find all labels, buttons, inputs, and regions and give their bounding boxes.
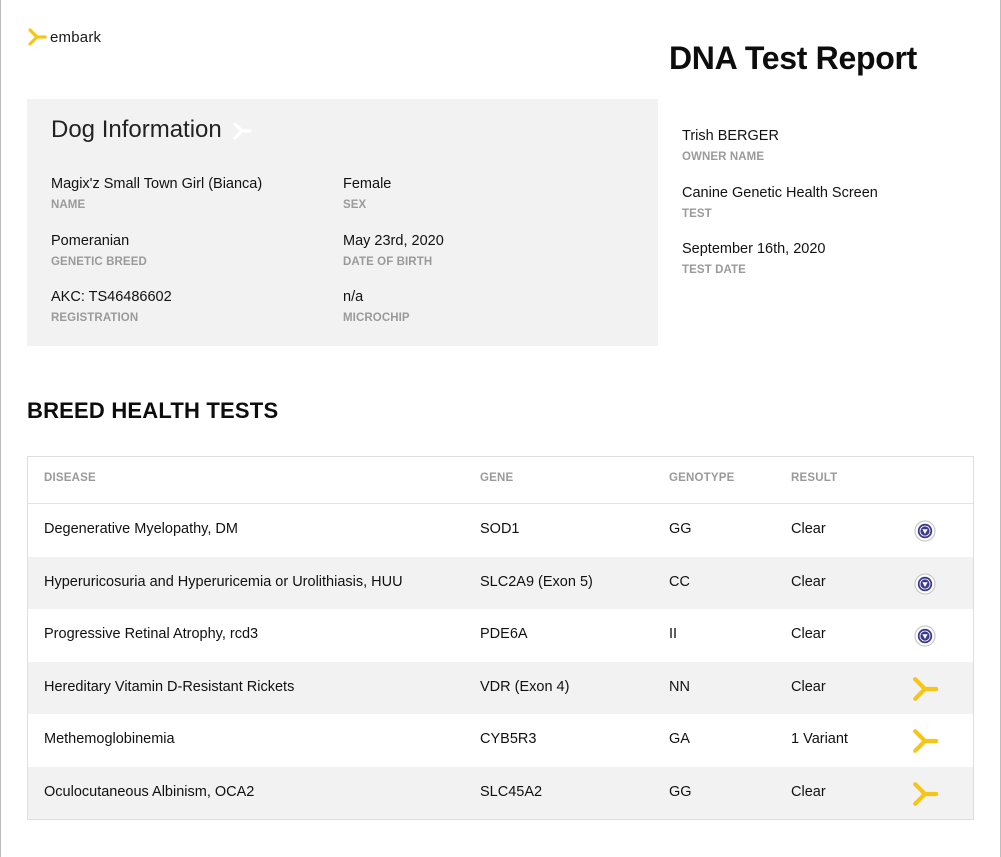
- embark-mark-icon: [28, 28, 47, 46]
- genotype-cell: GA: [669, 731, 690, 747]
- dog-sex-field: Female SEX: [343, 176, 391, 211]
- dog-registration-value: AKC: TS46486602: [51, 289, 172, 305]
- embark-wordmark: embark: [50, 28, 102, 46]
- owner-name-value: Trish BERGER: [682, 128, 779, 144]
- test-date-field: September 16th, 2020 TEST DATE: [682, 241, 826, 276]
- genotype-cell: GG: [669, 521, 692, 537]
- dog-registration-label: REGISTRATION: [51, 312, 139, 324]
- gene-cell: CYB5R3: [480, 731, 537, 747]
- dog-microchip-field: n/a MICROCHIP: [343, 289, 410, 324]
- gene-cell: PDE6A: [480, 626, 528, 642]
- dog-sex-label: SEX: [343, 199, 367, 211]
- gene-cell: VDR (Exon 4): [480, 678, 570, 695]
- result-cell: Clear: [791, 783, 826, 800]
- test-name-value: Canine Genetic Health Screen: [682, 185, 878, 201]
- owner-name-field: Trish BERGER OWNER NAME: [682, 128, 779, 163]
- genotype-cell: II: [669, 626, 678, 642]
- dog-information-title: Dog Information: [51, 116, 222, 143]
- dog-dob-field: May 23rd, 2020 DATE OF BIRTH: [343, 233, 444, 268]
- result-cell: Clear: [791, 573, 826, 590]
- dog-microchip-label: MICROCHIP: [343, 312, 410, 324]
- breed-health-tests-table: DISEASE GENE GENOTYPE RESULT Degenerativ…: [27, 456, 974, 820]
- dog-sex-value: Female: [343, 176, 392, 192]
- result-cell: Clear: [791, 678, 826, 695]
- result-column-header: RESULT: [791, 472, 838, 484]
- result-cell: Clear: [791, 626, 826, 642]
- genotype-cell: GG: [669, 783, 692, 800]
- result-cell: 1 Variant: [791, 731, 848, 747]
- gene-cell: SOD1: [480, 521, 520, 537]
- gene-cell: SLC45A2: [480, 783, 543, 800]
- embark-logo-icon: [910, 779, 940, 809]
- ofa-seal-icon: [910, 621, 940, 651]
- embark-logo-icon: [910, 674, 940, 704]
- gene-column-header: GENE: [480, 472, 514, 484]
- table-row: Hereditary Vitamin D-Resistant Rickets V…: [28, 661, 973, 714]
- result-cell: Clear: [791, 521, 826, 537]
- dog-name-value: Magix'z Small Town Girl (Bianca): [51, 176, 263, 192]
- embark-logo: embark: [27, 27, 101, 47]
- owner-name-label: OWNER NAME: [682, 151, 765, 163]
- table-row: Progressive Retinal Atrophy, rcd3 PDE6A …: [28, 609, 973, 662]
- table-row: Hyperuricosuria and Hyperuricemia or Uro…: [28, 556, 973, 609]
- breed-health-tests-title: BREED HEALTH TESTS: [27, 398, 279, 423]
- disease-cell: Methemoglobinemia: [44, 731, 175, 747]
- disease-column-header: DISEASE: [44, 472, 96, 484]
- ofa-seal-icon: [910, 569, 940, 599]
- test-name-field: Canine Genetic Health Screen TEST: [682, 185, 878, 220]
- disease-cell: Progressive Retinal Atrophy, rcd3: [44, 626, 259, 642]
- dog-breed-field: Pomeranian GENETIC BREED: [51, 233, 147, 268]
- genotype-cell: CC: [669, 573, 690, 590]
- dog-breed-value: Pomeranian: [51, 233, 130, 249]
- disease-cell: Degenerative Myelopathy, DM: [44, 521, 238, 537]
- disease-cell: Hereditary Vitamin D-Resistant Rickets: [44, 678, 295, 695]
- gene-cell: SLC2A9 (Exon 5): [480, 573, 593, 590]
- genotype-cell: NN: [669, 678, 690, 695]
- table-header-row: DISEASE GENE GENOTYPE RESULT: [28, 457, 973, 504]
- test-date-value: September 16th, 2020: [682, 241, 826, 257]
- ofa-seal-icon: [910, 516, 940, 546]
- test-date-label: TEST DATE: [682, 264, 746, 276]
- dog-name-field: Magix'z Small Town Girl (Bianca) NAME: [51, 176, 262, 211]
- dog-information-panel: Dog Information Magix'z Small Town Girl …: [27, 99, 658, 346]
- dog-breed-label: GENETIC BREED: [51, 256, 147, 268]
- dog-registration-field: AKC: TS46486602 REGISTRATION: [51, 289, 172, 324]
- dog-name-label: NAME: [51, 199, 86, 211]
- genotype-column-header: GENOTYPE: [669, 472, 735, 484]
- disease-cell: Hyperuricosuria and Hyperuricemia or Uro…: [44, 573, 403, 590]
- dog-dob-value: May 23rd, 2020: [343, 233, 444, 249]
- dog-dob-label: DATE OF BIRTH: [343, 256, 433, 268]
- table-row: Degenerative Myelopathy, DM SOD1 GG Clea…: [28, 504, 973, 557]
- embark-mark-icon: [233, 122, 252, 140]
- report-title: DNA Test Report: [669, 40, 917, 76]
- test-name-label: TEST: [682, 208, 712, 220]
- embark-logo-icon: [910, 726, 940, 756]
- table-row: Oculocutaneous Albinism, OCA2 SLC45A2 GG…: [28, 766, 973, 819]
- dog-information-heading: Dog Information: [51, 116, 252, 144]
- disease-cell: Oculocutaneous Albinism, OCA2: [44, 783, 255, 800]
- table-row: Methemoglobinemia CYB5R3 GA 1 Variant: [28, 714, 973, 767]
- dog-microchip-value: n/a: [343, 289, 364, 305]
